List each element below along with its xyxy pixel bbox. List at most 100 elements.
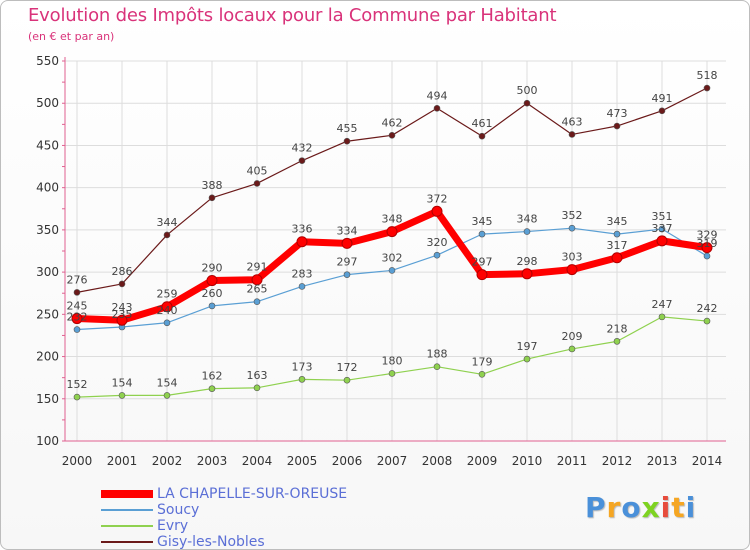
- data-point: [163, 231, 171, 239]
- legend-swatch: [101, 541, 153, 543]
- legend-label: LA CHAPELLE-SUR-OREUSE: [157, 486, 348, 502]
- data-label: 345: [472, 215, 493, 228]
- data-label: 329: [697, 229, 718, 242]
- data-label: 286: [112, 265, 133, 278]
- data-label: 500: [517, 84, 538, 97]
- data-point: [163, 319, 171, 327]
- data-point: [116, 314, 128, 326]
- data-label: 232: [67, 311, 88, 324]
- data-point: [343, 137, 351, 145]
- chart-subtitle: (en € et par an): [28, 30, 115, 43]
- data-label: 319: [697, 237, 718, 250]
- data-label: 154: [112, 376, 133, 389]
- data-label: 283: [292, 267, 313, 280]
- data-point: [253, 298, 261, 305]
- data-point: [343, 376, 351, 384]
- data-label: 197: [517, 340, 538, 353]
- data-label: 152: [67, 378, 88, 391]
- y-tick-label: 400: [36, 181, 59, 195]
- data-point: [703, 252, 711, 260]
- legend-item: Gisy-les-Nobles: [101, 534, 347, 549]
- y-tick-label: 550: [36, 54, 59, 68]
- x-tick-label: 2009: [467, 454, 498, 468]
- data-point: [476, 269, 488, 281]
- data-point: [613, 338, 621, 345]
- data-label: 348: [382, 213, 403, 226]
- data-label: 352: [562, 209, 583, 222]
- data-label: 209: [562, 330, 583, 343]
- data-point: [521, 268, 533, 280]
- data-point: [118, 280, 126, 288]
- data-point: [568, 131, 576, 138]
- data-label: 462: [382, 116, 403, 129]
- data-point: [433, 251, 441, 259]
- data-label: 463: [562, 115, 583, 128]
- data-label: 388: [202, 179, 223, 192]
- legend-label: Evry: [157, 518, 189, 534]
- y-tick-label: 300: [36, 265, 59, 279]
- data-label: 179: [472, 355, 493, 368]
- data-point: [523, 355, 531, 363]
- data-label: 432: [292, 142, 313, 155]
- legend-swatch: [101, 490, 153, 498]
- data-point: [341, 237, 353, 249]
- data-label: 317: [607, 239, 628, 252]
- logo-letter: t: [671, 491, 686, 524]
- data-point: [523, 99, 531, 107]
- x-tick-label: 2005: [287, 454, 318, 468]
- data-point: [388, 267, 396, 274]
- legend-item: Soucy: [101, 502, 347, 518]
- x-tick-label: 2011: [557, 454, 588, 468]
- data-label: 235: [112, 308, 133, 321]
- x-tick-label: 2001: [107, 454, 138, 468]
- x-tick-label: 2004: [242, 454, 273, 468]
- data-label: 473: [607, 107, 628, 120]
- data-point: [703, 84, 711, 92]
- data-point: [71, 313, 83, 325]
- data-label: 348: [517, 213, 538, 226]
- data-point: [386, 226, 398, 238]
- data-point: [658, 225, 666, 233]
- data-point: [478, 370, 486, 378]
- data-label: 276: [67, 273, 88, 286]
- logo-letter: o: [621, 491, 642, 524]
- logo-letter: x: [641, 491, 661, 524]
- data-label: 455: [337, 122, 358, 135]
- data-label: 336: [292, 223, 313, 236]
- data-point: [433, 363, 441, 370]
- y-tick-label: 150: [36, 392, 59, 406]
- legend-swatch: [101, 509, 153, 511]
- data-point: [161, 301, 173, 313]
- data-label: 218: [607, 322, 628, 335]
- data-point: [298, 157, 306, 164]
- data-point: [613, 230, 621, 238]
- data-label: 334: [337, 224, 358, 237]
- data-label: 320: [427, 236, 448, 249]
- data-label: 259: [157, 288, 178, 301]
- data-label: 297: [337, 256, 358, 269]
- data-point: [703, 317, 711, 325]
- data-point: [568, 224, 576, 232]
- data-label: 290: [202, 262, 223, 275]
- data-label: 303: [562, 251, 583, 264]
- data-label: 188: [427, 348, 448, 361]
- data-point: [208, 194, 216, 202]
- data-point: [658, 107, 666, 115]
- y-tick-label: 350: [36, 223, 59, 237]
- y-tick-label: 200: [36, 350, 59, 364]
- data-label: 240: [157, 304, 178, 317]
- data-label: 345: [607, 215, 628, 228]
- logo-letter: r: [606, 491, 622, 524]
- data-point: [658, 313, 666, 321]
- x-tick-label: 2012: [602, 454, 633, 468]
- data-label: 491: [652, 92, 673, 105]
- data-point: [478, 230, 486, 238]
- legend-swatch: [101, 525, 153, 527]
- data-label: 247: [652, 298, 673, 311]
- data-point: [253, 384, 261, 392]
- legend-item: LA CHAPELLE-SUR-OREUSE: [101, 486, 347, 502]
- data-point: [73, 393, 81, 401]
- data-point: [478, 132, 486, 140]
